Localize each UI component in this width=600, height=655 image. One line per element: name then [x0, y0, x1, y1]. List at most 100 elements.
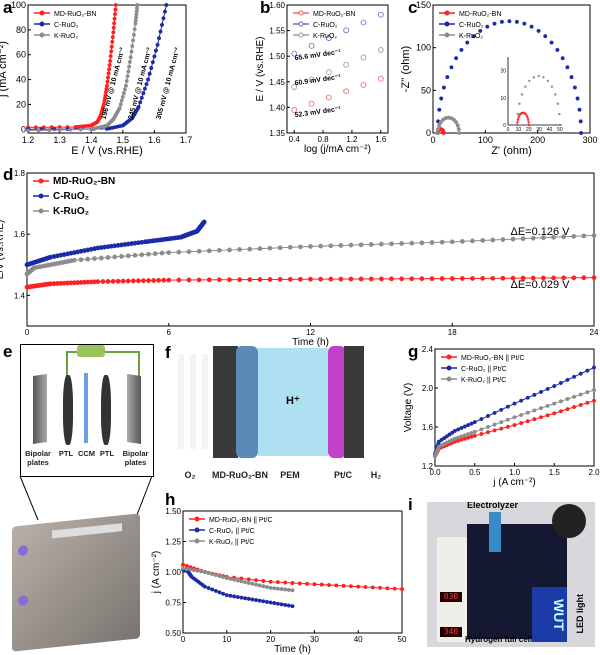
- data-point: [540, 275, 546, 281]
- data-point: [560, 56, 565, 61]
- data-point: [68, 127, 73, 132]
- plot-frame: [432, 4, 591, 134]
- data-point: [454, 56, 459, 61]
- plot-frame: [434, 348, 595, 467]
- y-axis-label: E/V (vs.RHE): [0, 220, 6, 279]
- data-point: [558, 399, 563, 404]
- data-point: [539, 406, 544, 411]
- data-point: [283, 602, 288, 607]
- data-point: [536, 28, 541, 33]
- data-point: [297, 581, 302, 586]
- data-point: [540, 235, 546, 241]
- legend-marker: [38, 178, 44, 184]
- data-point: [328, 276, 334, 282]
- data-point: [155, 42, 160, 47]
- data-point: [565, 397, 570, 402]
- data-point: [470, 238, 475, 244]
- data-point: [456, 427, 461, 432]
- data-point: [328, 243, 334, 249]
- y-tick-label: 0: [426, 128, 431, 138]
- panel-label-g: g: [408, 342, 419, 361]
- data-point: [246, 580, 251, 585]
- data-point: [113, 3, 118, 7]
- inset-data-point: [542, 76, 545, 79]
- data-point: [139, 95, 144, 100]
- data-point: [305, 581, 310, 586]
- data-point: [459, 276, 465, 281]
- data-point: [558, 409, 563, 414]
- data-point: [195, 568, 200, 573]
- data-point: [216, 247, 222, 253]
- data-point: [532, 417, 537, 422]
- display-voltage: 340: [440, 627, 462, 637]
- data-point: [261, 599, 266, 604]
- legend-marker: [194, 527, 200, 533]
- label-h2: H₂: [370, 470, 382, 480]
- o2-flow: [178, 354, 213, 449]
- data-point: [492, 422, 497, 427]
- data-point: [268, 600, 273, 605]
- data-point: [161, 277, 167, 283]
- data-point: [159, 250, 165, 256]
- label-hydrogen-full-cell: Hydrogen full cell: [465, 635, 533, 644]
- data-point: [85, 256, 91, 262]
- data-point: [184, 566, 189, 571]
- x-tick-label: 200: [530, 135, 545, 145]
- data-point: [452, 436, 457, 441]
- data-point: [454, 120, 459, 125]
- y-tick-label: 1.25: [165, 538, 181, 547]
- data-point: [525, 419, 530, 424]
- data-point: [466, 423, 471, 428]
- data-point: [325, 94, 332, 101]
- data-point: [228, 576, 233, 581]
- data-point: [555, 47, 560, 52]
- anode-ptl: [213, 346, 238, 458]
- data-point: [243, 596, 248, 601]
- data-point: [110, 278, 116, 284]
- data-point: [131, 38, 136, 43]
- data-point: [136, 104, 141, 109]
- data-point: [115, 278, 121, 284]
- y-tick-label: 1.50: [165, 507, 181, 516]
- data-point: [232, 577, 237, 582]
- x-tick-label: 1.2: [346, 135, 358, 144]
- data-point: [399, 276, 405, 282]
- data-point: [470, 276, 475, 281]
- data-point: [441, 85, 446, 90]
- data-point: [227, 277, 232, 283]
- y-tick-label: 60: [16, 50, 26, 60]
- inset-x-tick-label: 30: [536, 127, 542, 133]
- data-point: [176, 249, 182, 255]
- data-point: [120, 278, 126, 284]
- legend-label: MD-RuO₂-BN: [53, 176, 115, 187]
- data-point: [486, 430, 491, 435]
- x-tick-label: 1.7: [180, 135, 193, 145]
- data-point: [290, 604, 295, 609]
- port-icon: [18, 595, 28, 607]
- data-point: [445, 75, 450, 80]
- data-point: [439, 276, 445, 282]
- data-point: [106, 71, 111, 76]
- label-pt-c: Pt/C: [334, 470, 352, 480]
- y-tick-label: 1.4: [14, 291, 26, 300]
- legend-label: K-RuO₂: [54, 33, 78, 40]
- data-point: [146, 278, 151, 283]
- legend-label: K-RuO₂: [313, 33, 337, 40]
- legend-marker: [39, 21, 45, 27]
- y-axis-label: j (A cm⁻²): [151, 551, 162, 595]
- annotation: 305 mV @ 10 mA cm⁻²: [156, 46, 182, 120]
- inset-x-tick-label: 50: [557, 127, 563, 133]
- legend-marker: [444, 32, 450, 38]
- data-point: [217, 574, 222, 579]
- data-point: [469, 434, 474, 439]
- data-point: [111, 30, 116, 35]
- inset-data-point: [516, 112, 520, 116]
- data-point: [257, 583, 262, 588]
- data-point: [26, 128, 31, 133]
- data-point: [213, 573, 218, 578]
- data-point: [291, 107, 298, 113]
- data-point: [290, 588, 295, 593]
- data-point: [257, 246, 263, 252]
- data-point: [146, 77, 151, 82]
- label-o2: O₂: [184, 470, 196, 480]
